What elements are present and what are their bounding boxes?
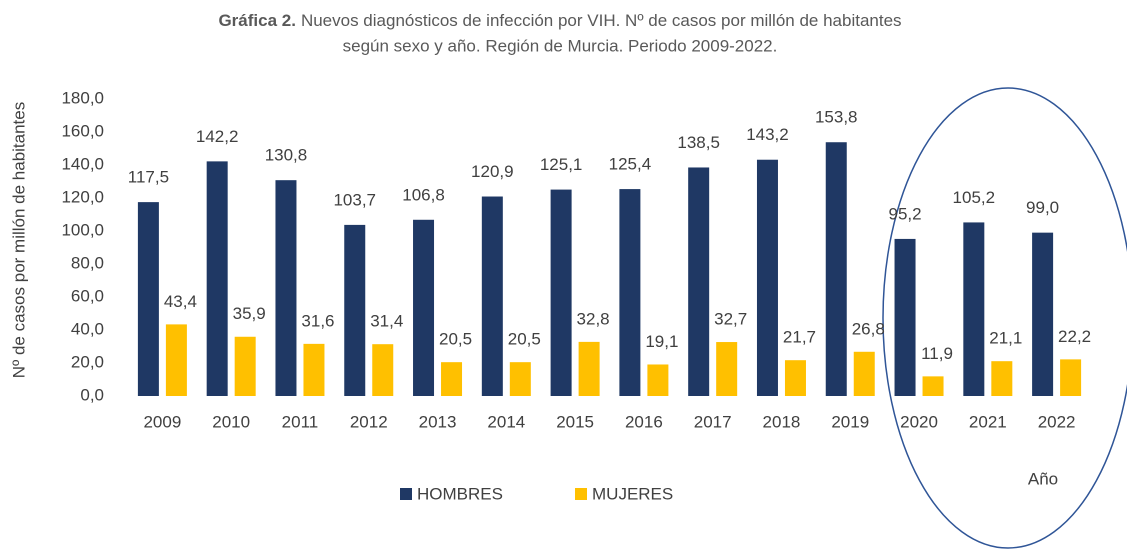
bar [619, 189, 641, 396]
bar [578, 341, 600, 396]
value-label: 20,5 [439, 330, 472, 349]
value-label: 117,5 [128, 168, 169, 187]
value-label: 125,1 [540, 155, 583, 174]
bar [716, 342, 738, 396]
y-axis-label: Nº de casos por millón de habitantes [9, 102, 28, 378]
y-tick-label: 0,0 [80, 385, 104, 404]
y-tick-label: 60,0 [71, 286, 104, 305]
bar [756, 159, 778, 396]
value-label: 153,8 [815, 108, 858, 127]
x-tick-label: 2013 [419, 412, 457, 431]
x-tick-label: 2010 [212, 412, 250, 431]
value-label: 35,9 [233, 304, 266, 323]
highlight-ellipse [882, 87, 1127, 549]
value-label: 120,9 [471, 162, 514, 181]
bar [137, 202, 159, 396]
value-label: 106,8 [402, 185, 445, 204]
y-tick-label: 40,0 [71, 319, 104, 338]
value-label: 31,4 [370, 312, 403, 331]
y-tick-label: 100,0 [61, 220, 104, 239]
value-label: 26,8 [852, 319, 885, 338]
value-label: 21,1 [989, 329, 1022, 348]
value-label: 20,5 [508, 330, 541, 349]
bar [234, 336, 256, 396]
value-label: 19,1 [645, 332, 678, 351]
x-tick-label: 2017 [694, 412, 732, 431]
value-label: 103,7 [333, 190, 376, 209]
bar [1060, 359, 1082, 396]
x-tick-label: 2014 [487, 412, 525, 431]
legend-label: MUJERES [592, 484, 673, 503]
bar [372, 344, 394, 396]
value-label: 138,5 [677, 133, 720, 152]
bar [647, 364, 669, 396]
bar [441, 362, 463, 396]
value-label: 95,2 [888, 204, 921, 223]
y-tick-label: 20,0 [71, 352, 104, 371]
bar [344, 224, 366, 396]
bar [303, 343, 325, 396]
bar [825, 142, 847, 396]
y-tick-label: 120,0 [61, 187, 104, 206]
y-tick-label: 160,0 [61, 121, 104, 140]
x-tick-label: 2018 [763, 412, 801, 431]
value-label: 143,2 [746, 125, 789, 144]
x-tick-label: 2012 [350, 412, 388, 431]
x-tick-label: 2020 [900, 412, 938, 431]
legend-swatch [400, 488, 412, 500]
value-label: 11,9 [921, 344, 953, 363]
value-label: 22,2 [1058, 327, 1091, 346]
x-tick-label: 2016 [625, 412, 663, 431]
bar [991, 361, 1013, 396]
chart-title: Gráfica 2. Nuevos diagnósticos de infecci… [218, 11, 901, 30]
x-axis-label: Año [1028, 469, 1058, 488]
bar [784, 360, 806, 396]
value-label: 31,6 [301, 311, 334, 330]
title-line: según sexo y año. Región de Murcia. Peri… [343, 36, 778, 55]
bar [206, 161, 228, 396]
value-label: 130,8 [265, 146, 308, 165]
bar [688, 167, 710, 396]
x-tick-label: 2015 [556, 412, 594, 431]
bar [853, 351, 875, 396]
bar [894, 238, 916, 396]
y-tick-label: 140,0 [61, 154, 104, 173]
title-prefix: Gráfica 2. [218, 11, 296, 30]
x-tick-label: 2009 [143, 412, 181, 431]
value-label: 142,2 [196, 127, 239, 146]
bar [550, 189, 572, 396]
legend-swatch [575, 488, 587, 500]
bar [1032, 232, 1054, 396]
value-label: 43,4 [164, 292, 197, 311]
x-tick-label: 2019 [831, 412, 869, 431]
bar [165, 324, 187, 396]
bar [275, 180, 297, 396]
y-tick-label: 180,0 [61, 88, 104, 107]
bar [481, 196, 503, 396]
bar [963, 222, 985, 396]
x-tick-label: 2022 [1038, 412, 1076, 431]
value-label: 99,0 [1026, 198, 1059, 217]
title-line: Nuevos diagnósticos de infección por VIH… [301, 11, 902, 30]
bar [922, 376, 944, 396]
value-label: 32,7 [714, 310, 747, 329]
value-label: 32,8 [577, 309, 610, 328]
value-label: 21,7 [783, 328, 816, 347]
x-tick-label: 2021 [969, 412, 1007, 431]
x-tick-label: 2011 [282, 412, 319, 431]
y-tick-label: 80,0 [71, 253, 104, 272]
bar [413, 219, 435, 396]
bar [509, 362, 531, 396]
legend-label: HOMBRES [417, 484, 503, 503]
value-label: 125,4 [609, 155, 652, 174]
value-label: 105,2 [953, 188, 996, 207]
